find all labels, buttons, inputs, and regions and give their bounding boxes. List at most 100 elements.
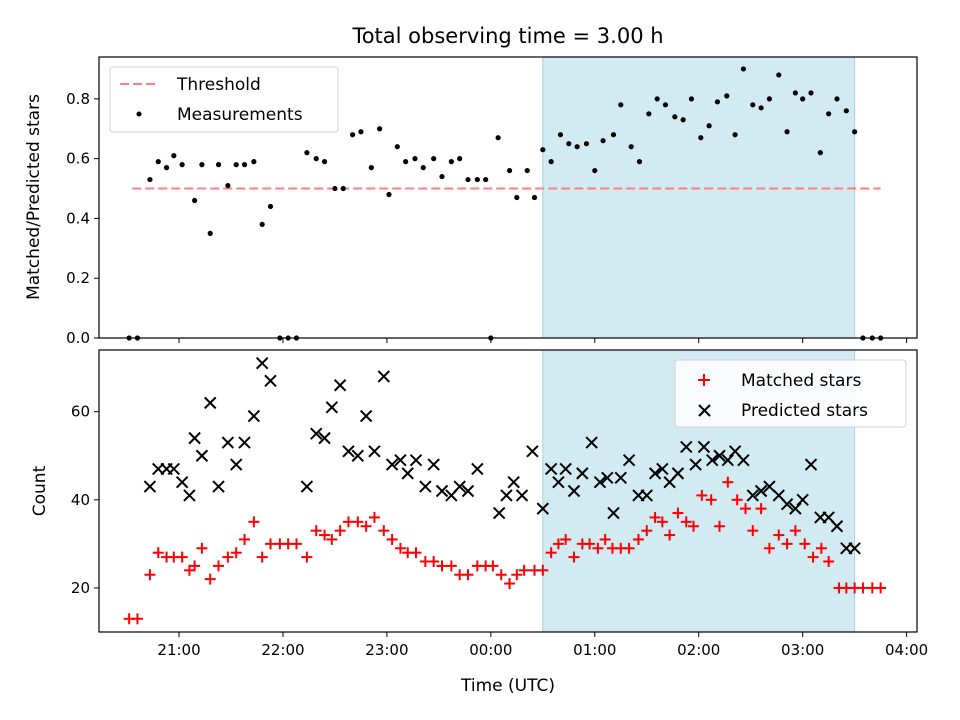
top-y-ticks: 0.0 0.2 0.4 0.6 0.8: [66, 90, 99, 347]
measurement-point: [215, 162, 222, 168]
matched-stars-points: [123, 476, 887, 625]
matched-star-point: [875, 582, 887, 594]
x-tick-label: 23:00: [365, 641, 408, 659]
predicted-star-point: [804, 458, 818, 471]
predicted-star-point: [754, 484, 768, 498]
top-y-tick-label: 0.6: [66, 150, 90, 168]
measurement-point: [672, 114, 678, 120]
matched-star-point: [326, 533, 338, 545]
predicted-star-point: [746, 489, 759, 502]
matched-star-point: [755, 503, 767, 515]
x-tick-label: 04:00: [885, 641, 928, 659]
predicted-star-point: [796, 493, 809, 507]
predicted-star-point: [830, 520, 844, 533]
top-y-tick-label: 0.8: [66, 90, 90, 108]
x-tick-label: 00:00: [469, 641, 512, 659]
bottom-legend-box: [674, 359, 907, 428]
matched-star-point: [740, 503, 752, 515]
matched-star-point: [623, 542, 635, 554]
measurement-point: [233, 162, 239, 168]
measurement-point: [636, 159, 643, 165]
matched-star-point: [290, 538, 302, 550]
predicted-star-point: [195, 449, 209, 462]
matched-star-point: [378, 525, 390, 537]
predicted-star-point: [680, 440, 693, 454]
measurement-point: [680, 117, 686, 123]
predicted-star-point: [368, 445, 381, 458]
measurement-point: [740, 66, 747, 72]
predicted-star-point: [848, 542, 861, 555]
matched-star-point: [189, 560, 201, 572]
top-y-axis-label: Matched/Predicted stars: [24, 94, 44, 300]
legend-threshold-label: Threshold: [176, 75, 261, 95]
predicted-star-point: [492, 506, 506, 520]
matched-star-point: [196, 542, 208, 554]
measurement-point: [706, 123, 712, 129]
predicted-star-point: [585, 436, 598, 449]
x-axis-label: Time (UTC): [460, 676, 555, 696]
predicted-star-point: [576, 467, 589, 480]
measurement-point: [524, 167, 530, 174]
predicted-star-point: [559, 462, 572, 476]
measurement-point: [251, 159, 257, 165]
predicted-star-point: [697, 440, 711, 454]
predicted-star-point: [515, 489, 529, 502]
measurement-point: [540, 147, 546, 153]
predicted-star-point: [671, 467, 685, 480]
predicted-star-point: [377, 370, 390, 383]
matched-star-point: [204, 573, 216, 585]
predicted-star-point: [536, 502, 550, 515]
matched-star-point: [436, 560, 448, 572]
bottom-y-tick-label: 40: [71, 491, 90, 509]
predicted-star-point: [789, 502, 802, 515]
predicted-star-point: [567, 484, 581, 498]
matched-star-point: [495, 569, 507, 581]
measurement-point: [852, 129, 858, 135]
matched-star-point: [731, 494, 743, 506]
measurement-point: [592, 167, 598, 174]
matched-star-point: [568, 551, 580, 563]
matched-star-point: [394, 542, 406, 554]
matched-star-point: [504, 578, 516, 590]
measurement-point: [155, 159, 161, 165]
matched-star-point: [714, 520, 726, 532]
matched-star-point: [319, 529, 331, 541]
measurement-point: [610, 132, 617, 138]
predicted-star-point: [721, 453, 735, 467]
predicted-star-point: [238, 436, 251, 449]
top-y-tick-label: 0.0: [66, 329, 90, 347]
legend-measurements-swatch: [136, 111, 142, 117]
legend-matched-swatch: [698, 374, 710, 386]
measurement-point: [766, 96, 773, 102]
measurement-point: [698, 135, 704, 141]
predicted-star-point: [706, 453, 719, 467]
matched-star-point: [230, 547, 242, 559]
measurement-point: [377, 126, 383, 132]
matched-star-point: [632, 533, 644, 545]
predicted-star-point: [780, 498, 794, 511]
measurement-point: [483, 176, 489, 183]
matched-star-point: [537, 564, 549, 576]
matched-star-point: [342, 516, 354, 528]
predicted-star-point: [310, 427, 323, 440]
matched-star-point: [222, 551, 234, 563]
matched-star-point: [213, 560, 225, 572]
predicted-star-point: [359, 409, 373, 423]
matched-star-point: [789, 525, 801, 537]
measurement-point: [662, 102, 669, 108]
legend-measurements-label: Measurements: [177, 105, 303, 125]
matched-star-point: [256, 551, 268, 563]
matched-star-point: [781, 538, 793, 550]
bottom-legend: Matched stars Predicted stars: [674, 359, 907, 428]
predicted-star-point: [255, 357, 269, 370]
measurement-point: [800, 96, 806, 102]
matched-star-point: [763, 542, 775, 554]
bottom-axes: 20 40 60 21:00 22:00 23:00 00:00 01:00 02:00 03:…: [30, 349, 928, 696]
bottom-axes-frame: [98, 349, 918, 633]
measurement-point: [817, 150, 823, 156]
matched-star-point: [511, 569, 523, 581]
predicted-star-point: [656, 462, 669, 476]
predicted-star-point: [500, 489, 513, 502]
matched-star-point: [545, 547, 557, 559]
